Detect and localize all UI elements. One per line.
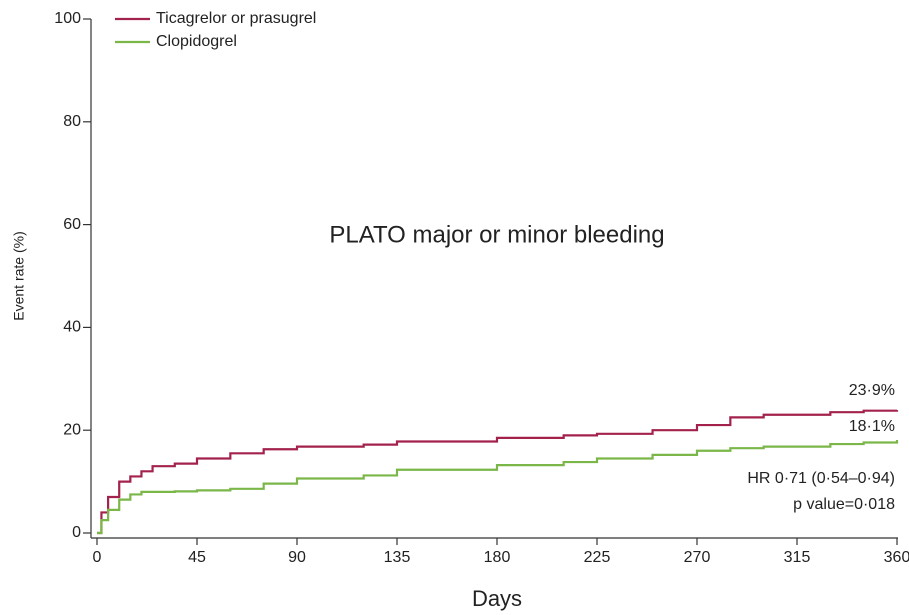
y-tick-label: 0 bbox=[72, 524, 81, 541]
annotation: 23·9% bbox=[849, 382, 895, 399]
annotation: 18·1% bbox=[849, 418, 895, 435]
x-tick-label: 90 bbox=[288, 549, 306, 566]
x-tick-label: 270 bbox=[684, 549, 711, 566]
x-tick-label: 45 bbox=[188, 549, 206, 566]
x-tick-label: 180 bbox=[484, 549, 511, 566]
annotation: HR 0·71 (0·54–0·94) bbox=[747, 470, 895, 487]
x-tick-label: 0 bbox=[93, 549, 102, 566]
x-tick-label: 315 bbox=[784, 549, 811, 566]
legend-label: Clopidogrel bbox=[156, 33, 237, 50]
legend-label: Ticagrelor or prasugrel bbox=[156, 10, 316, 27]
y-tick-label: 40 bbox=[63, 319, 81, 336]
annotation: p value=0·018 bbox=[793, 496, 895, 513]
y-tick-label: 80 bbox=[63, 113, 81, 130]
x-tick-label: 360 bbox=[884, 549, 909, 566]
y-tick-label: 20 bbox=[63, 421, 81, 438]
y-axis-label: Event rate (%) bbox=[11, 231, 27, 320]
chart-title: PLATO major or minor bleeding bbox=[329, 221, 664, 248]
y-tick-label: 100 bbox=[54, 10, 81, 27]
series-line bbox=[97, 409, 899, 535]
series-line bbox=[97, 439, 899, 535]
x-axis-label: Days bbox=[472, 586, 522, 611]
x-tick-label: 225 bbox=[584, 549, 611, 566]
x-tick-label: 135 bbox=[384, 549, 411, 566]
y-tick-label: 60 bbox=[63, 216, 81, 233]
